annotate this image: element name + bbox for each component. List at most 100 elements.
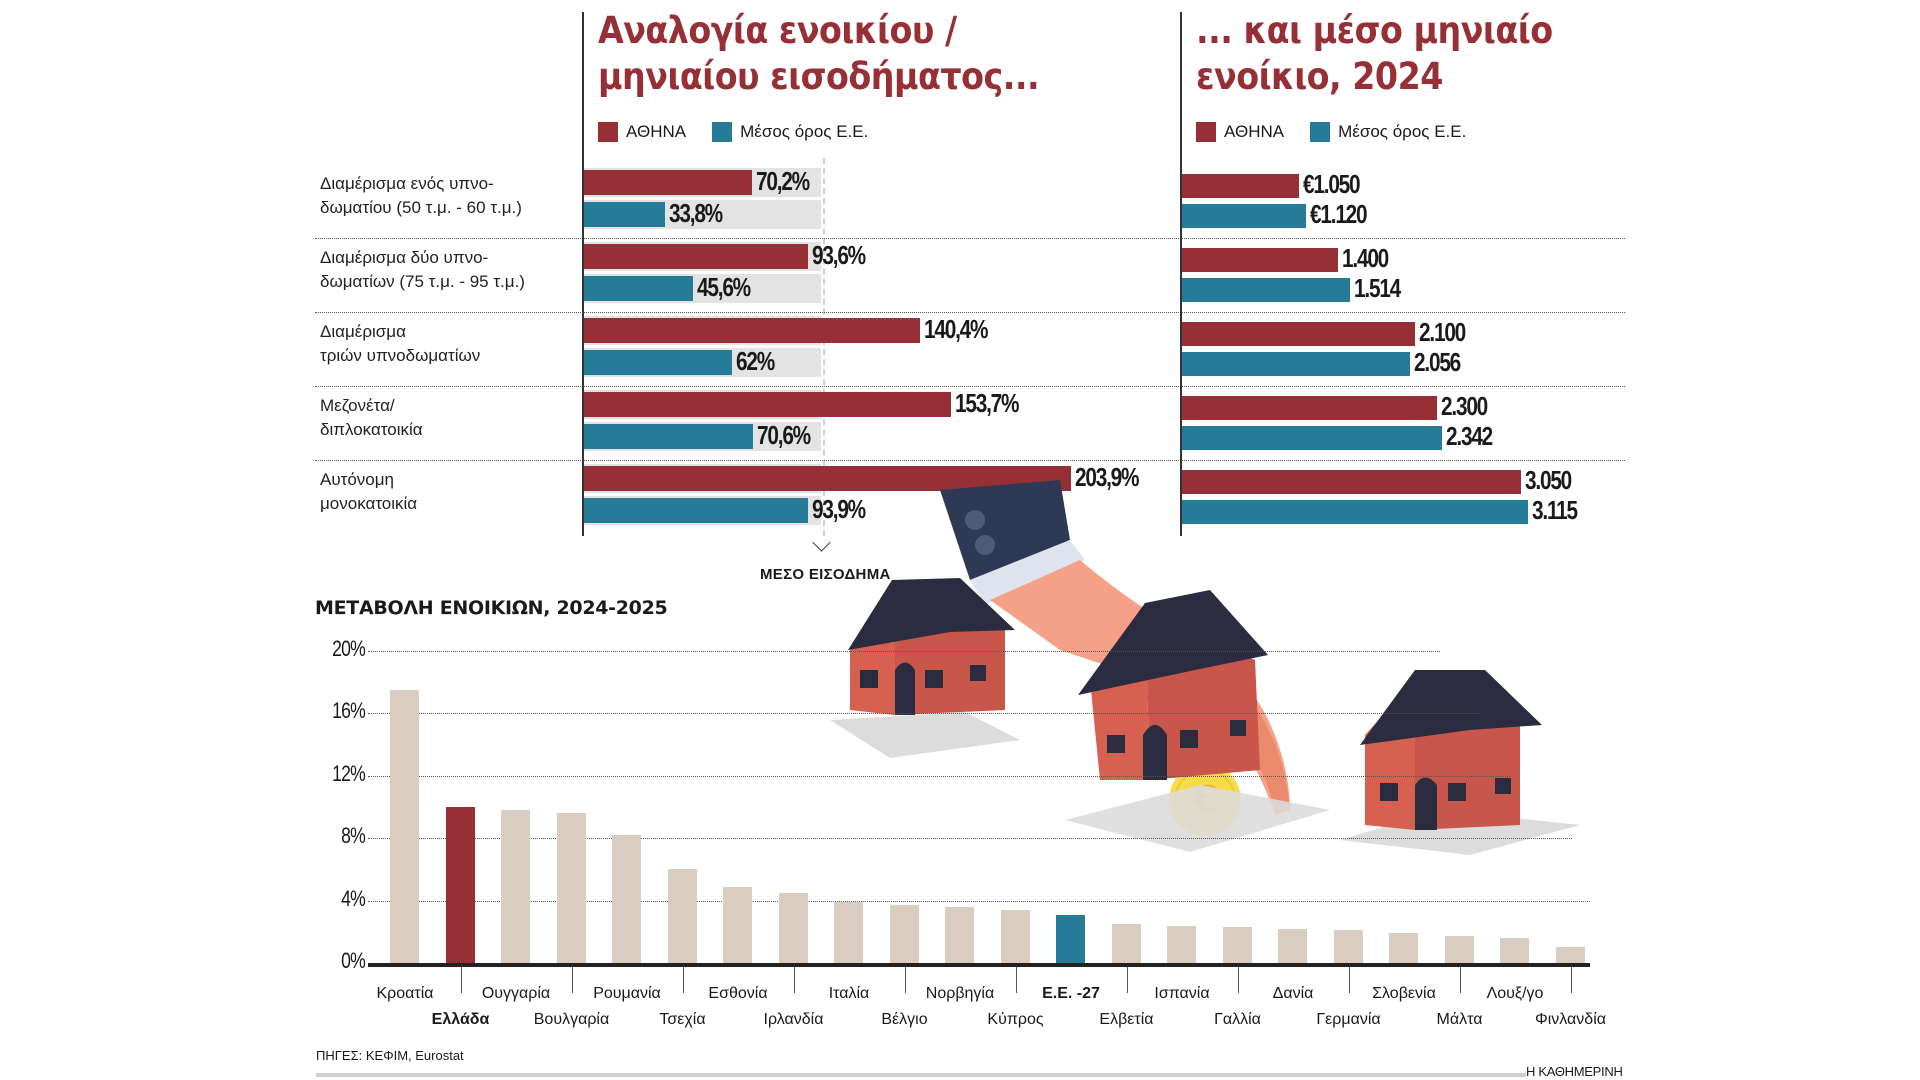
ref-line-mean-income <box>823 158 825 536</box>
x-category-label: Ελλάδα <box>431 1011 490 1028</box>
x-category-label: Βουλγαρία <box>533 1011 610 1028</box>
bar-country <box>667 869 697 963</box>
legend-swatch-eu <box>712 122 733 142</box>
bar-country <box>556 813 586 963</box>
bar-value-label: 33,8% <box>668 198 723 228</box>
bar-country <box>1167 925 1196 963</box>
bar-value-label: 2.100 <box>1419 317 1466 347</box>
category-label-line: Αυτόνομη <box>320 470 395 489</box>
bar-value-label: 2.056 <box>1414 347 1461 377</box>
bar-value-label: 1.514 <box>1354 273 1401 303</box>
hand-houses-illustration: € <box>830 480 1580 855</box>
bar-value-label: 93,6% <box>811 240 866 270</box>
x-category-label: Δανία <box>1272 985 1314 1002</box>
legend-label-eu: Μέσος όρος Ε.Ε. <box>740 122 869 141</box>
category-label-line: μονοκατοικία <box>320 494 418 513</box>
x-category-label: Ιρλανδία <box>763 1011 824 1028</box>
bar-value-label: 140,4% <box>923 314 989 344</box>
category-label: Διαμέρισμα ενός υπνο-δωματίου (50 τ.μ. -… <box>320 172 522 220</box>
category-label-line: τριών υπνοδωματίων <box>320 346 481 365</box>
bar-athens <box>1182 248 1338 272</box>
ratio-title-line-1: Αναλογία ενοικίου / <box>598 9 957 52</box>
x-category-label: Γαλλία <box>1214 1011 1261 1028</box>
x-category-label: Ρουμανία <box>593 985 661 1002</box>
bar-value-label: 2.342 <box>1446 421 1493 451</box>
bar-value-label: €1.050 <box>1302 169 1361 199</box>
rent-legend: ΑΘΗΝΑ Μέσος όρος Ε.Ε. <box>1196 122 1466 142</box>
ratio-chart-title: Αναλογία ενοικίου / μηνιαίου εισοδήματος… <box>598 8 1040 100</box>
bar-value-label: 62% <box>736 346 775 376</box>
legend-label-athens: ΑΘΗΝΑ <box>626 122 687 141</box>
x-category-label: Σλοβενία <box>1372 985 1436 1002</box>
x-tick-divider <box>793 967 795 993</box>
x-category-label: Ουγγαρία <box>481 985 551 1002</box>
bar-country <box>1444 936 1474 963</box>
bar-value-label: €1.120 <box>1310 199 1368 229</box>
rent-chart-title: ... και μέσο μηνιαίο ενοίκιο, 2024 <box>1196 8 1553 100</box>
row-separator <box>315 312 1625 313</box>
bar-value-label: 93,9% <box>812 494 866 524</box>
legend-swatch-athens <box>1196 122 1216 142</box>
x-tick-divider <box>1348 967 1350 993</box>
x-category-label: Τσεχία <box>659 1011 706 1028</box>
y-tick-label: 8% <box>341 823 366 849</box>
footer-rule <box>316 1073 1526 1077</box>
house-center-icon <box>1065 590 1330 852</box>
bar-eu <box>584 424 753 449</box>
bar-value-label: 2.300 <box>1441 391 1488 421</box>
x-tick-divider <box>1459 967 1461 993</box>
x-category-label: Κροατία <box>376 985 434 1002</box>
bar-country <box>1000 909 1030 963</box>
category-label: Αυτόνομη μονοκατοικία <box>320 468 417 516</box>
bar-eu <box>1182 500 1528 524</box>
bar-country <box>390 690 419 963</box>
bar-country <box>1333 930 1363 963</box>
category-label-line: Διαμέρισμα ενός υπνο- <box>320 174 494 193</box>
bar-eu <box>584 276 693 301</box>
category-label-line: Μεζονέτα/ <box>320 396 395 415</box>
x-tick-divider <box>904 967 906 993</box>
bar-country <box>1278 928 1307 963</box>
x-tick-divider <box>460 967 462 993</box>
bar-country <box>612 835 641 963</box>
x-tick-divider <box>1570 967 1572 993</box>
change-chart-title: ΜΕΤΑΒΟΛΗ ΕΝΟΙΚΙΩΝ, 2024-2025 <box>315 597 668 619</box>
category-label-line: Διαμέρισμα δύο υπνο- <box>320 248 489 267</box>
bar-eu <box>1182 204 1307 228</box>
bar-value-label: 45,6% <box>696 272 751 302</box>
y-tick-label: 12% <box>332 760 366 786</box>
bar-country <box>1500 938 1529 963</box>
x-axis-baseline <box>368 963 1590 967</box>
bar-athens <box>584 170 752 195</box>
bar-athens <box>584 244 808 269</box>
x-category-label: Ε.Ε. -27 <box>1042 985 1100 1002</box>
bar-athens <box>584 318 920 343</box>
category-label-line: Διαμέρισμα <box>320 322 406 341</box>
x-tick-divider <box>571 967 573 993</box>
category-label-line: δωματίου (50 τ.μ. - 60 τ.μ.) <box>320 198 522 217</box>
bar-value-label: 3.115 <box>1532 495 1578 525</box>
bar-value-label: 3.050 <box>1524 465 1572 495</box>
row-separator <box>315 460 1625 461</box>
ratio-chart-axis <box>582 12 584 536</box>
source-note: ΠΗΓΕΣ: ΚΕΦΙΜ, Eurostat <box>316 1048 464 1063</box>
y-tick-label: 16% <box>332 698 366 724</box>
x-category-label: Εσθονία <box>708 985 768 1002</box>
x-category-label: Λουξ/γο <box>1486 985 1544 1002</box>
x-category-label: Ισπανία <box>1154 985 1210 1002</box>
bar-eu <box>1182 278 1351 302</box>
publisher-name: Η ΚΑΘΗΜΕΡΙΝΗ <box>1526 1064 1623 1079</box>
bar-country <box>501 810 530 963</box>
gridline <box>368 838 1572 840</box>
row-separator <box>315 238 1625 239</box>
bar-value-label: 153,7% <box>955 388 1020 418</box>
bar-value-label: 70,6% <box>756 420 811 450</box>
x-tick-divider <box>682 967 684 993</box>
gridline <box>368 775 1510 777</box>
category-label-line: διπλοκατοικία <box>320 420 423 439</box>
bar-eu <box>584 498 809 523</box>
bar-value-label: 70,2% <box>755 166 810 196</box>
bar-greece <box>445 807 475 963</box>
bar-value-label: 203,9% <box>1075 462 1140 492</box>
bar-country <box>834 902 863 963</box>
